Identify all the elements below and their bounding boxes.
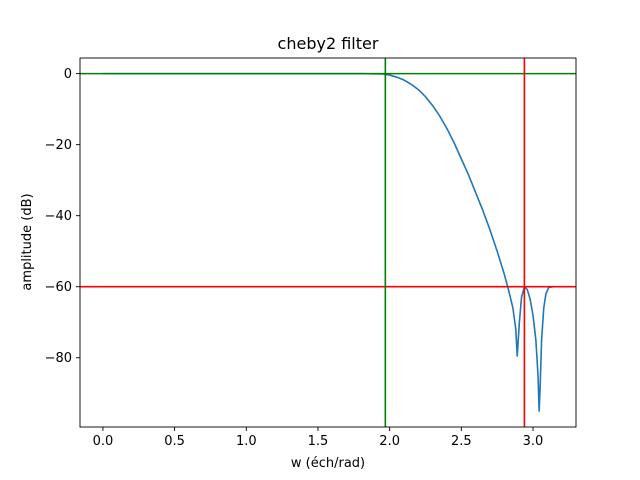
x-tick-label-4: 2.0 <box>379 434 400 449</box>
x-tick-label-3: 1.5 <box>308 434 329 449</box>
y-tick-label-3: −60 <box>45 280 72 295</box>
x-tick-label-0: 0.0 <box>93 434 114 449</box>
y-tick-label-1: −20 <box>45 138 72 153</box>
x-tick-label-1: 0.5 <box>164 434 185 449</box>
x-tick-label-6: 3.0 <box>523 434 544 449</box>
x-tick-label-2: 1.0 <box>236 434 257 449</box>
y-tick-label-4: −80 <box>45 351 72 366</box>
x-axis-label: w (éch/rad) <box>291 456 365 471</box>
axes-frame <box>79 57 577 428</box>
chart-title: cheby2 filter <box>278 34 379 53</box>
plot-area: 0.0 0.5 1.0 1.5 2.0 2.5 3.0 0 −20 −40 −60 −80 <box>45 57 577 449</box>
series-line-0 <box>102 72 554 412</box>
y-axis-label: amplitude (dB) <box>20 193 35 290</box>
y-tick-label-2: −40 <box>45 209 72 224</box>
y-tick-label-0: 0 <box>64 67 72 82</box>
x-tick-label-5: 2.5 <box>451 434 472 449</box>
